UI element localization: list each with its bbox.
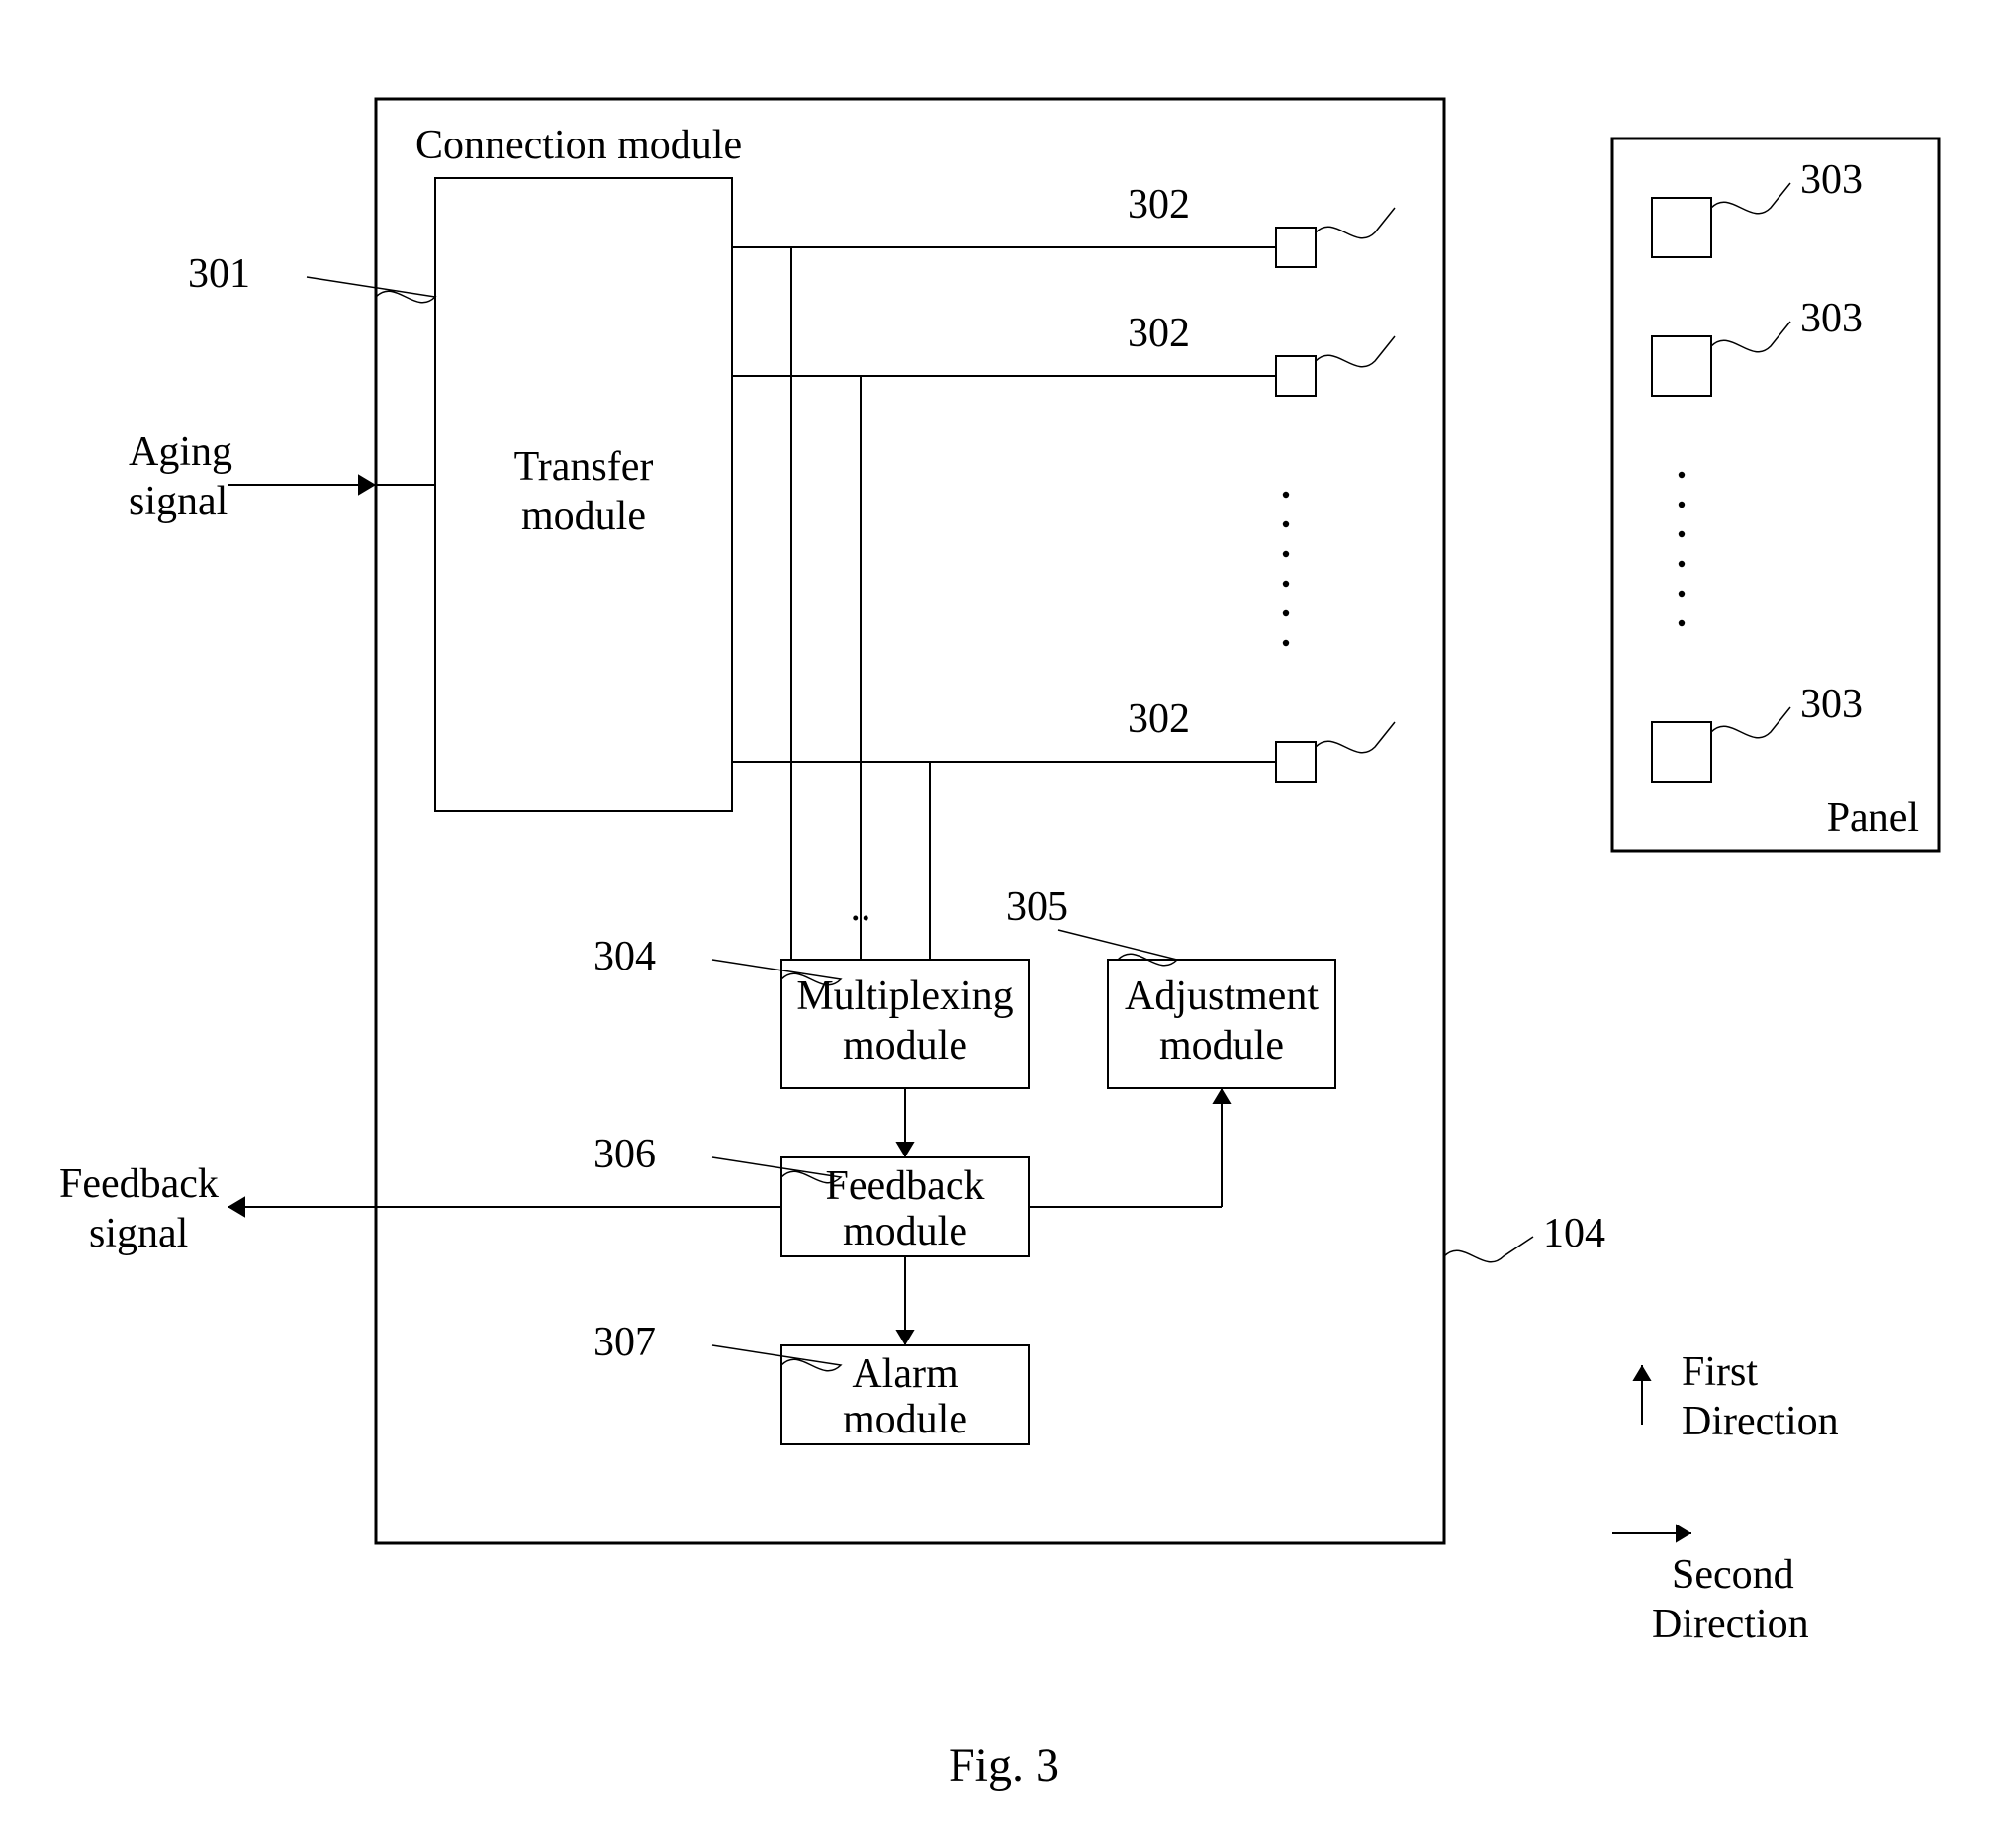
arrowhead bbox=[1676, 1524, 1691, 1542]
vdots bbox=[1679, 591, 1685, 597]
leader bbox=[307, 277, 435, 303]
leader bbox=[1316, 208, 1395, 238]
port-303 bbox=[1652, 722, 1711, 782]
alarm-label: module bbox=[843, 1397, 967, 1442]
ref-302: 302 bbox=[1128, 311, 1190, 356]
leader bbox=[1711, 183, 1790, 214]
ref-305: 305 bbox=[1006, 884, 1068, 930]
port-303 bbox=[1652, 198, 1711, 257]
fb-label: module bbox=[843, 1209, 967, 1254]
arrowhead bbox=[358, 474, 376, 496]
arrowhead bbox=[895, 1142, 914, 1157]
feedback-label: signal bbox=[89, 1211, 188, 1256]
dir-second: Direction bbox=[1652, 1602, 1809, 1647]
dir-first: First bbox=[1682, 1349, 1758, 1395]
vdots bbox=[1283, 521, 1289, 527]
leader bbox=[1316, 722, 1395, 753]
ref-303: 303 bbox=[1800, 157, 1863, 203]
arrowhead bbox=[895, 1330, 914, 1345]
arrowhead bbox=[228, 1196, 245, 1218]
alarm-label: Alarm bbox=[852, 1351, 958, 1397]
ref-302: 302 bbox=[1128, 182, 1190, 228]
ref-104: 104 bbox=[1543, 1211, 1605, 1256]
ref-306: 306 bbox=[593, 1132, 656, 1177]
port-302 bbox=[1276, 356, 1316, 396]
vdots bbox=[1679, 472, 1685, 478]
vdots bbox=[1283, 492, 1289, 498]
ref-302: 302 bbox=[1128, 696, 1190, 742]
vdots bbox=[1283, 640, 1289, 646]
adj-label: module bbox=[1159, 1023, 1284, 1068]
vdots bbox=[1679, 620, 1685, 626]
arrowhead bbox=[1632, 1365, 1651, 1381]
mux-label: module bbox=[843, 1023, 967, 1068]
vdots bbox=[1283, 610, 1289, 616]
leader bbox=[1444, 1237, 1533, 1262]
transfer-label: module bbox=[521, 494, 646, 539]
vdots bbox=[1283, 581, 1289, 587]
vdots bbox=[1679, 502, 1685, 508]
vdots bbox=[1679, 561, 1685, 567]
transfer-label: Transfer bbox=[514, 444, 654, 490]
ref-303: 303 bbox=[1800, 296, 1863, 341]
mux-label: Multiplexing bbox=[796, 973, 1013, 1019]
port-302 bbox=[1276, 742, 1316, 782]
arrowhead bbox=[1212, 1088, 1231, 1104]
leader bbox=[1711, 322, 1790, 352]
connection-module-title: Connection module bbox=[415, 123, 742, 168]
port-303 bbox=[1652, 336, 1711, 396]
adj-label: Adjustment bbox=[1125, 973, 1319, 1019]
aging-label: Aging bbox=[129, 429, 232, 475]
fb-label: Feedback bbox=[826, 1163, 985, 1209]
tap-dots: .. bbox=[851, 884, 871, 930]
leader bbox=[1711, 707, 1790, 738]
vdots bbox=[1679, 531, 1685, 537]
dir-first: Direction bbox=[1682, 1399, 1839, 1444]
dir-second: Second bbox=[1672, 1552, 1794, 1598]
ref-304: 304 bbox=[593, 934, 656, 979]
feedback-label: Feedback bbox=[59, 1161, 219, 1207]
vdots bbox=[1283, 551, 1289, 557]
panel-title: Panel bbox=[1827, 795, 1919, 841]
leader bbox=[1316, 336, 1395, 367]
port-302 bbox=[1276, 228, 1316, 267]
ref-301: 301 bbox=[188, 251, 250, 297]
ref-303: 303 bbox=[1800, 682, 1863, 727]
figure-label: Fig. 3 bbox=[949, 1739, 1059, 1792]
ref-307: 307 bbox=[593, 1320, 656, 1365]
aging-label: signal bbox=[129, 479, 228, 524]
